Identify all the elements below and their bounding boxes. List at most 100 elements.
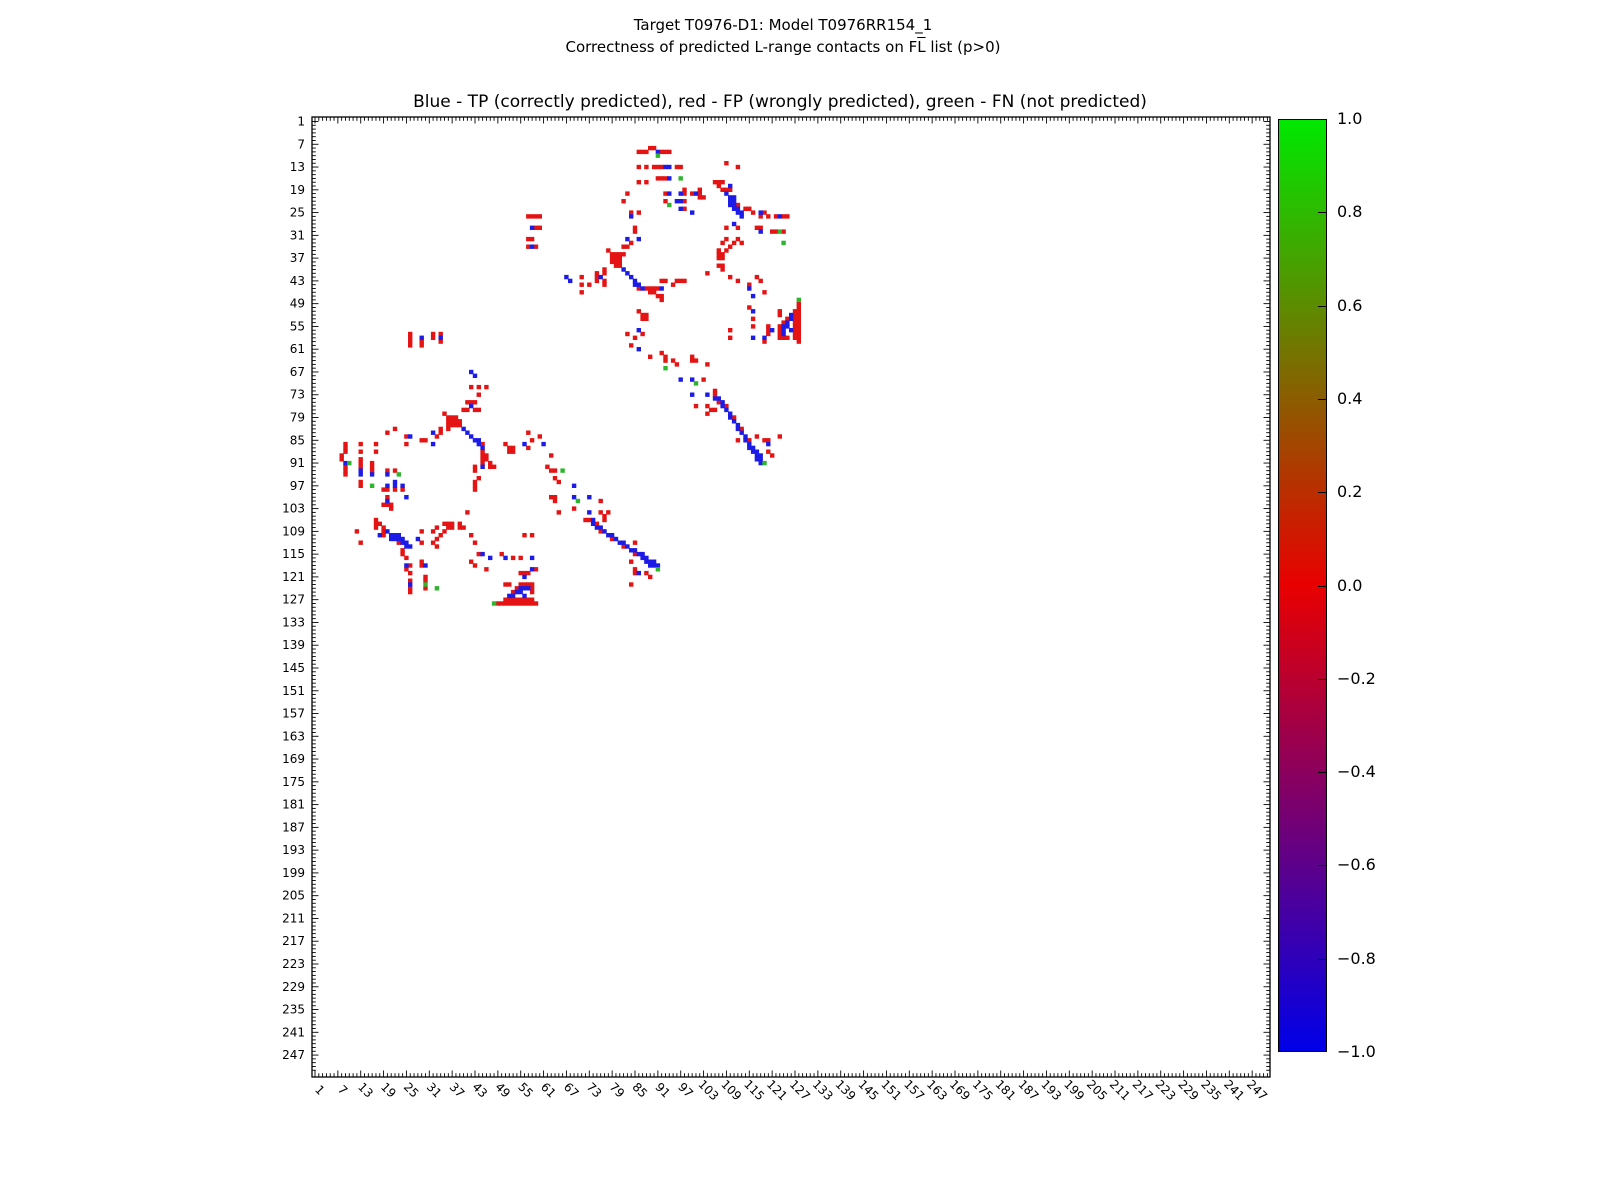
svg-text:145: 145 (855, 1077, 881, 1103)
svg-text:211: 211 (282, 911, 305, 925)
svg-text:181: 181 (993, 1077, 1019, 1103)
svg-text:235: 235 (1198, 1077, 1224, 1103)
colorbar-tick (1318, 212, 1327, 214)
svg-text:31: 31 (424, 1080, 445, 1101)
svg-text:25: 25 (290, 206, 305, 220)
svg-text:169: 169 (282, 752, 305, 766)
svg-text:49: 49 (492, 1080, 513, 1101)
svg-text:103: 103 (282, 502, 305, 516)
svg-text:49: 49 (290, 297, 305, 311)
suptitle-line2: Correctness of predicted L-range contact… (565, 38, 1001, 56)
svg-text:97: 97 (290, 479, 305, 493)
svg-text:7: 7 (297, 137, 305, 151)
svg-text:115: 115 (282, 547, 305, 561)
contact-cells-tp-blue (343, 149, 794, 599)
colorbar-tick (1318, 772, 1327, 774)
svg-text:55: 55 (515, 1080, 536, 1101)
svg-text:175: 175 (970, 1077, 996, 1103)
svg-text:103: 103 (695, 1077, 721, 1103)
colorbar-tick-label: −0.8 (1337, 948, 1376, 968)
svg-text:163: 163 (282, 729, 305, 743)
svg-text:91: 91 (652, 1080, 673, 1101)
svg-text:43: 43 (469, 1080, 490, 1101)
colorbar-tick-label: −0.2 (1337, 668, 1376, 688)
svg-text:187: 187 (282, 820, 305, 834)
svg-text:217: 217 (1130, 1077, 1156, 1103)
svg-text:229: 229 (282, 980, 305, 994)
svg-text:127: 127 (787, 1077, 813, 1103)
svg-text:31: 31 (290, 228, 305, 242)
svg-text:19: 19 (290, 183, 305, 197)
svg-text:79: 79 (607, 1080, 628, 1101)
svg-text:79: 79 (290, 411, 305, 425)
svg-text:223: 223 (1153, 1077, 1179, 1103)
svg-text:109: 109 (718, 1077, 744, 1103)
svg-text:109: 109 (282, 524, 305, 538)
overlined-L: L (917, 38, 926, 56)
svg-text:13: 13 (355, 1080, 376, 1101)
svg-text:187: 187 (1015, 1077, 1041, 1103)
colorbar-tick-label: 0.4 (1337, 388, 1363, 408)
plot-frame (311, 116, 1271, 1078)
colorbar-tick (1318, 585, 1327, 587)
svg-text:127: 127 (282, 593, 305, 607)
svg-text:175: 175 (282, 775, 305, 789)
colorbar-tick-label: −1.0 (1337, 1042, 1376, 1061)
svg-text:7: 7 (335, 1083, 350, 1098)
svg-text:37: 37 (290, 251, 305, 265)
svg-text:115: 115 (741, 1077, 767, 1103)
svg-text:205: 205 (282, 889, 305, 903)
svg-text:85: 85 (290, 433, 305, 447)
svg-text:67: 67 (290, 365, 305, 379)
svg-text:55: 55 (290, 319, 305, 333)
svg-text:13: 13 (290, 160, 305, 174)
colorbar-tick (1318, 958, 1327, 960)
svg-text:193: 193 (1038, 1077, 1064, 1103)
svg-text:139: 139 (833, 1077, 859, 1103)
y-tick-labels: 1 7 13 19 25 31 37 43 49 55 61 67 73 79 85 91 97 103 109 11… (282, 115, 305, 1063)
x-tick-labels: 1 7 13 19 25 31 37 43 49 55 61 67 73 79 85 91 97 10310911… (312, 1077, 1270, 1103)
colorbar-tick-label: 1.0 (1337, 109, 1363, 128)
svg-text:247: 247 (282, 1048, 305, 1062)
svg-text:157: 157 (282, 707, 305, 721)
svg-text:1: 1 (312, 1083, 327, 1098)
svg-text:223: 223 (282, 957, 305, 971)
svg-text:133: 133 (282, 615, 305, 629)
svg-text:25: 25 (401, 1080, 422, 1101)
svg-text:121: 121 (282, 570, 305, 584)
svg-text:121: 121 (764, 1077, 790, 1103)
colorbar-tick-label: 0.8 (1337, 202, 1363, 222)
svg-text:145: 145 (282, 661, 305, 675)
svg-text:1: 1 (297, 115, 305, 129)
svg-text:205: 205 (1084, 1077, 1110, 1103)
svg-text:181: 181 (282, 798, 305, 812)
colorbar-tick (1318, 305, 1327, 307)
contact-cells-fn-green (347, 153, 801, 606)
svg-text:37: 37 (447, 1080, 468, 1101)
svg-text:73: 73 (290, 388, 305, 402)
svg-text:133: 133 (810, 1077, 836, 1103)
svg-text:61: 61 (538, 1080, 559, 1101)
colorbar-tick-label: 0.6 (1337, 295, 1363, 315)
svg-text:139: 139 (282, 638, 305, 652)
svg-text:151: 151 (878, 1077, 904, 1103)
svg-text:241: 241 (1221, 1077, 1247, 1103)
svg-text:163: 163 (924, 1077, 950, 1103)
colorbar-tick-label: −0.4 (1337, 762, 1376, 782)
svg-text:217: 217 (282, 934, 305, 948)
colorbar-tick-label: 0.2 (1337, 482, 1363, 502)
colorbar-tick (1318, 678, 1327, 680)
svg-text:199: 199 (1061, 1077, 1087, 1103)
svg-text:67: 67 (561, 1080, 582, 1101)
svg-text:19: 19 (378, 1080, 399, 1101)
svg-text:229: 229 (1175, 1077, 1201, 1103)
svg-text:73: 73 (584, 1080, 605, 1101)
svg-text:211: 211 (1107, 1077, 1133, 1103)
colorbar-tick-label: 0.0 (1337, 575, 1363, 595)
svg-text:91: 91 (290, 456, 305, 470)
svg-text:43: 43 (290, 274, 305, 288)
contact-cells-fp-red (339, 145, 801, 606)
axis-ticks (312, 117, 1270, 1077)
